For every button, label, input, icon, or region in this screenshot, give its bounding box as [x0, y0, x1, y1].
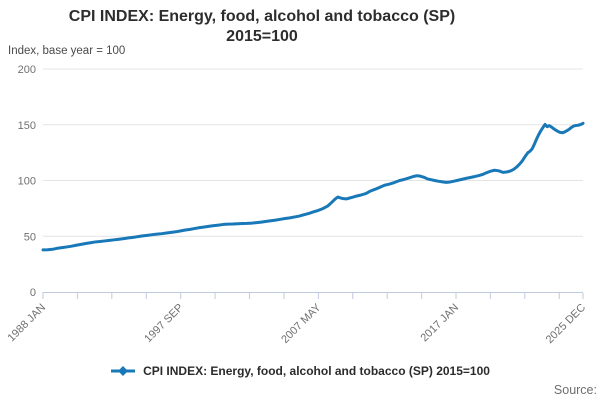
x-tick-label: 1997 SEP — [142, 302, 186, 346]
y-tick-label: 200 — [18, 64, 36, 76]
source-label: Source: — [553, 383, 597, 397]
x-tick-label: 2017 JAN — [418, 302, 461, 345]
y-tick-label: 100 — [18, 176, 36, 188]
x-tick-label: 2025 DEC — [544, 302, 588, 346]
chart-title-line2: 2015=100 — [226, 28, 298, 45]
legend-line-marker-icon — [111, 366, 136, 376]
chart-title-line1: CPI INDEX: Energy, food, alcohol and tob… — [68, 8, 456, 25]
cpi-series-line — [41, 121, 585, 252]
y-tick-label: 50 — [24, 231, 36, 243]
y-tick-label: 150 — [18, 120, 36, 132]
chart-title: CPI INDEX: Energy, food, alcohol and tob… — [0, 7, 524, 47]
x-tick-label: 1988 JAN — [5, 302, 48, 345]
x-tick-label: 2007 MAY — [279, 301, 324, 346]
y-axis-unit-label: Index, base year = 100 — [8, 45, 126, 57]
y-tick-label: 0 — [30, 287, 36, 299]
legend-series-label: CPI INDEX: Energy, food, alcohol and tob… — [143, 364, 490, 378]
legend[interactable]: CPI INDEX: Energy, food, alcohol and tob… — [0, 361, 600, 381]
